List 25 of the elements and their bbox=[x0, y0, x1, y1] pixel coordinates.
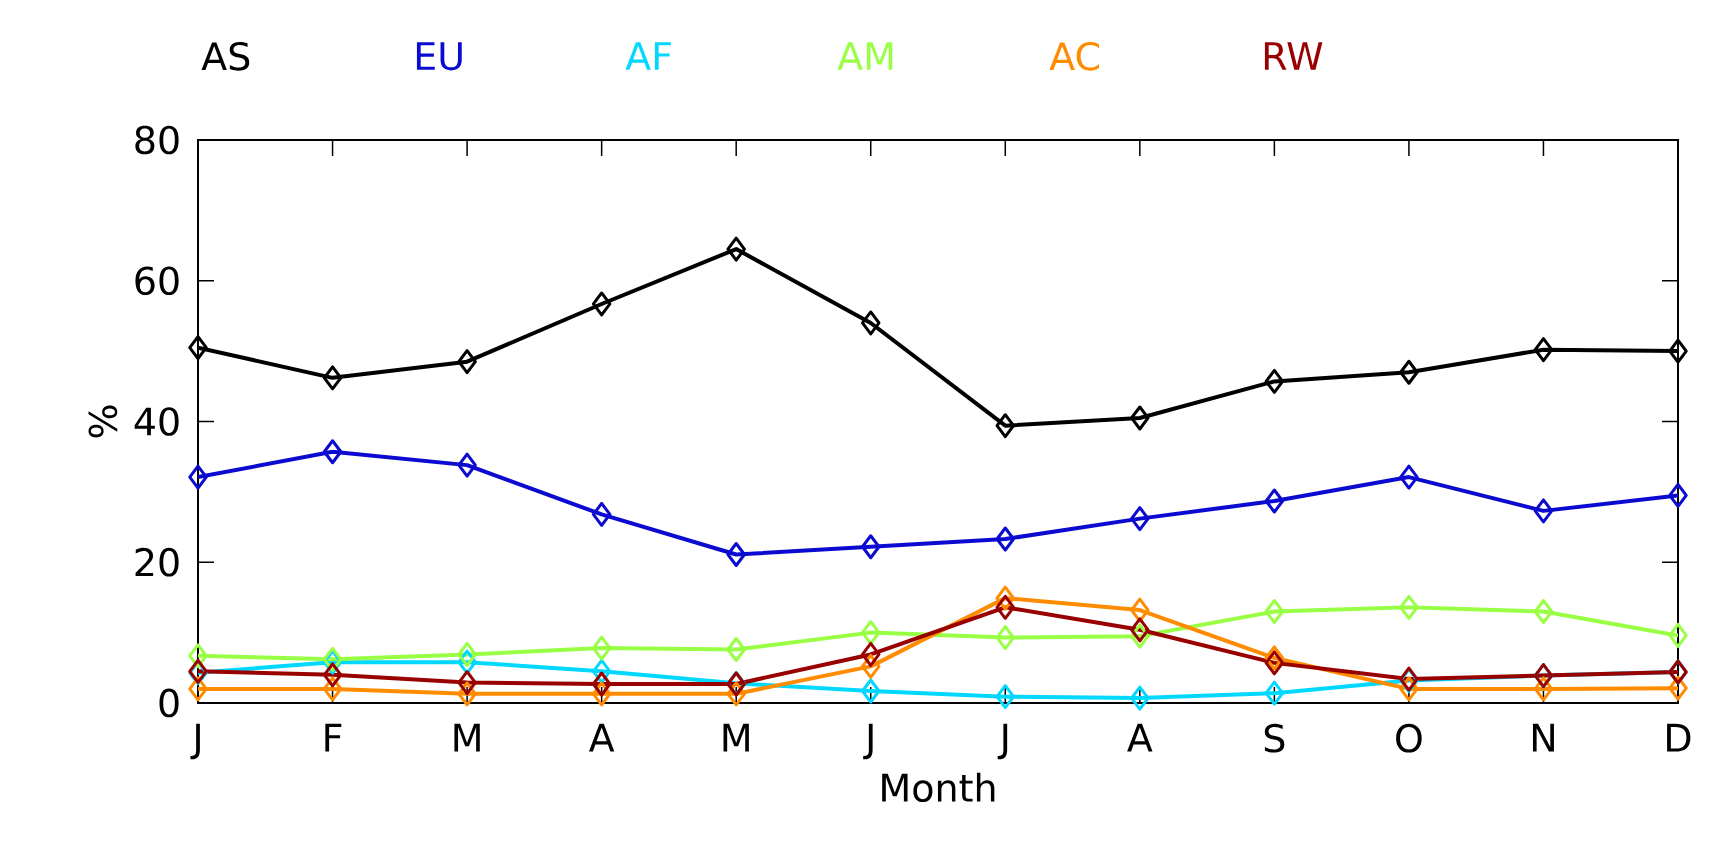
x-tick-label: J bbox=[190, 723, 200, 760]
x-tick-label: M bbox=[723, 723, 749, 752]
y-axis-title: % bbox=[88, 405, 118, 438]
y-tick-label: 40 bbox=[134, 407, 179, 436]
y-tick-label: 80 bbox=[135, 125, 179, 155]
text: AS bbox=[201, 41, 250, 71]
text: AC bbox=[1049, 41, 1100, 71]
x-tick-label: O bbox=[1396, 723, 1422, 753]
y-tick-label: 60 bbox=[135, 266, 179, 296]
text: EU bbox=[416, 42, 462, 71]
x-tick-label: D bbox=[1667, 723, 1691, 752]
y-tick-label: 20 bbox=[135, 547, 179, 577]
text: AM bbox=[837, 42, 893, 70]
text: AF bbox=[625, 42, 671, 70]
x-axis-title: Month bbox=[882, 772, 995, 803]
x-tick-label: A bbox=[1127, 723, 1153, 752]
x-tick-label: S bbox=[1264, 723, 1285, 753]
x-tick-label: J bbox=[863, 723, 873, 760]
y-tick-label: 0 bbox=[159, 688, 179, 718]
x-tick-label: A bbox=[588, 723, 615, 752]
x-tick-label: F bbox=[325, 723, 342, 752]
text: RW bbox=[1264, 42, 1323, 70]
x-tick-label: N bbox=[1532, 723, 1554, 752]
x-tick-label: M bbox=[454, 723, 480, 752]
x-tick-label: J bbox=[997, 723, 1008, 760]
